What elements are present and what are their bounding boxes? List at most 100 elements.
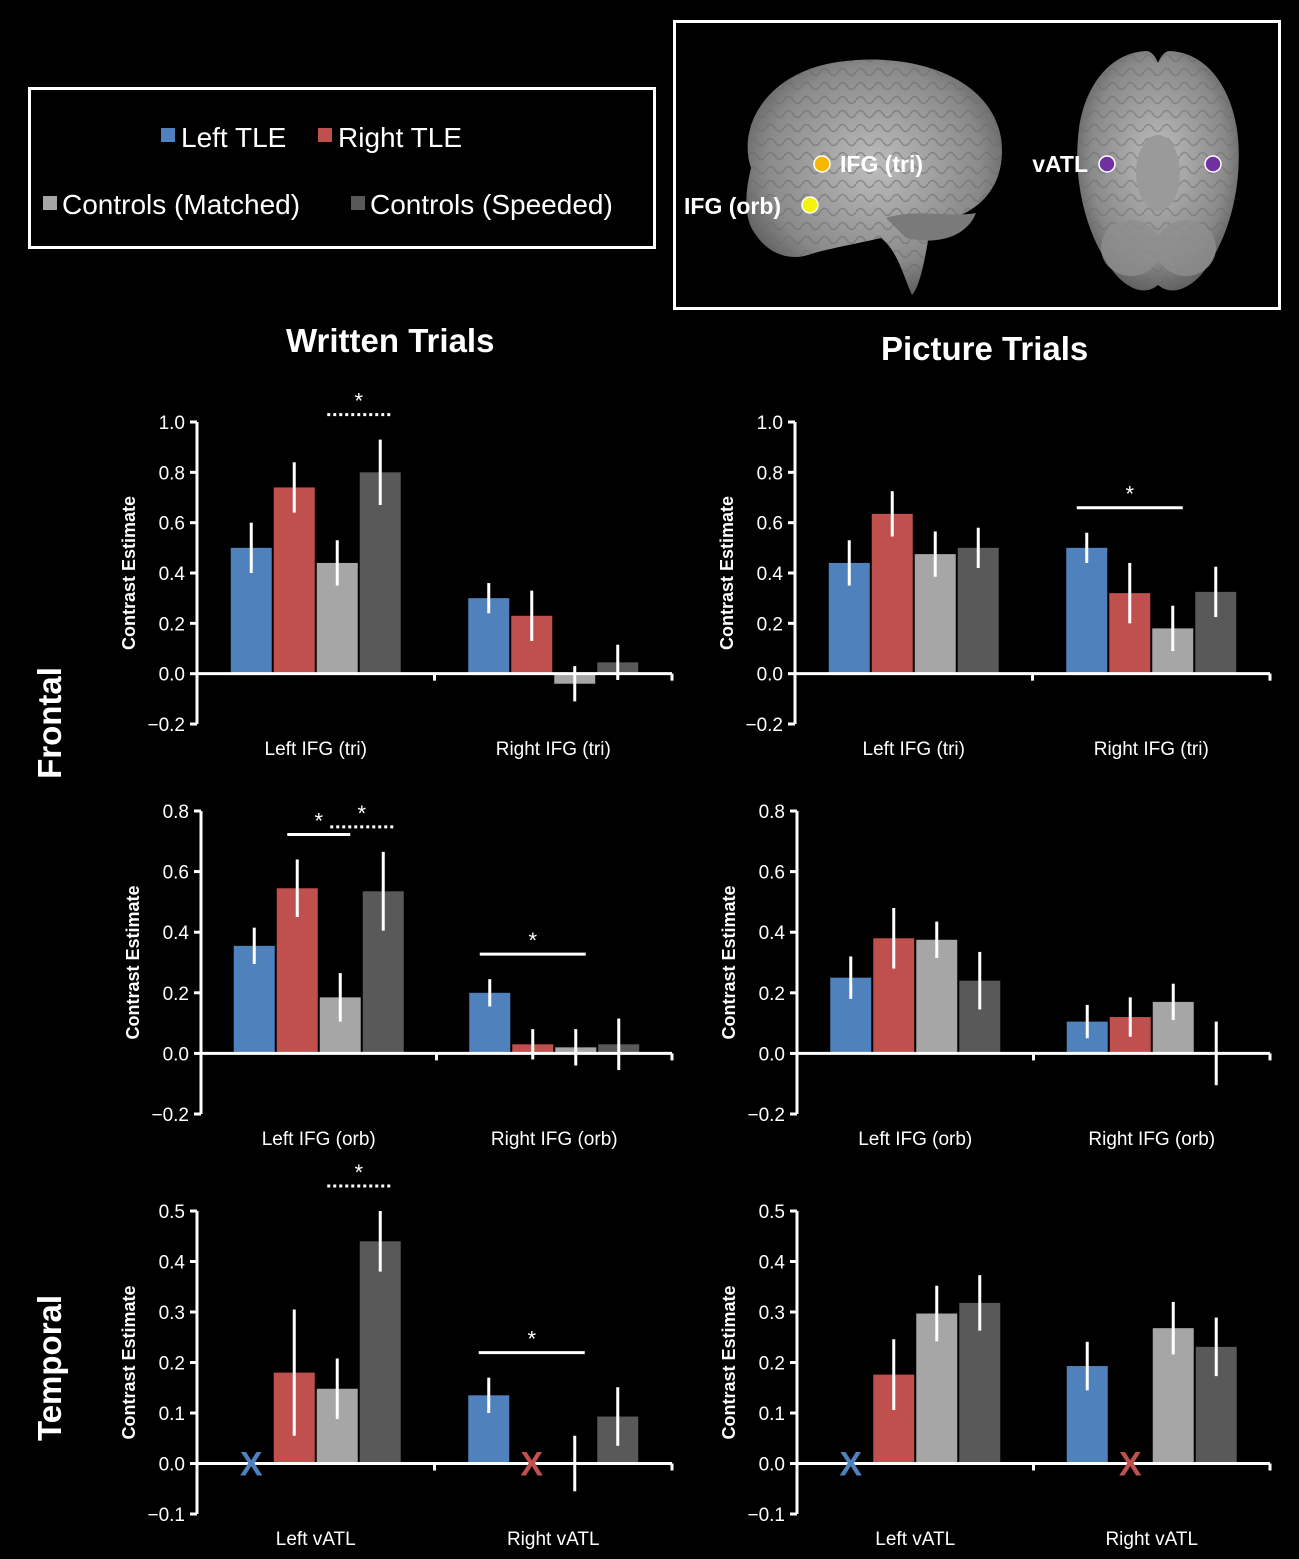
column-title-written: Written Trials (286, 322, 494, 360)
bar (1110, 1017, 1151, 1053)
y-tick-label: 0.4 (163, 923, 190, 944)
y-tick-label: 0.8 (159, 463, 185, 484)
legend-item-left-tle: Left TLE (161, 122, 286, 153)
x-category-label: Left IFG (orb) (858, 1129, 972, 1150)
y-tick-label: 1.0 (159, 413, 185, 434)
y-tick-label: 0.8 (759, 802, 785, 823)
x-category-label: Right IFG (orb) (1088, 1129, 1215, 1150)
y-tick-label: 0.4 (759, 1253, 786, 1274)
y-axis-label: Contrast Estimate (119, 1285, 139, 1439)
missing-marker: X (520, 1446, 543, 1484)
x-category-label: Right vATL (507, 1529, 600, 1550)
y-axis-label: Contrast Estimate (119, 496, 139, 650)
y-tick-label: 0.6 (163, 863, 189, 884)
bar (320, 997, 361, 1053)
bar (1109, 593, 1150, 674)
row-label-frontal: Frontal (31, 663, 69, 783)
missing-marker: X (1119, 1446, 1142, 1484)
significance-star: * (314, 808, 323, 833)
legend-swatch (351, 196, 365, 210)
y-tick-label: 0.0 (163, 1044, 189, 1065)
bar (512, 1044, 553, 1053)
legend-swatch (318, 128, 332, 142)
y-tick-label: 0.4 (159, 564, 186, 585)
legend: Left TLE Right TLE Controls (Matched) Co… (28, 87, 656, 249)
x-category-label: Right IFG (tri) (1094, 739, 1209, 760)
y-tick-label: 0.0 (159, 1455, 185, 1476)
bar (555, 1047, 596, 1053)
ifg-orb-label: IFG (orb) (684, 193, 781, 219)
bar (597, 1417, 638, 1464)
x-category-label: Right vATL (1105, 1529, 1198, 1550)
bar (1152, 628, 1193, 673)
bar (1153, 1328, 1194, 1463)
y-tick-label: 0.2 (159, 1354, 185, 1375)
y-axis-label: Contrast Estimate (719, 1285, 739, 1439)
bar (363, 891, 404, 1053)
y-tick-label: 0.0 (757, 665, 783, 686)
bar (234, 946, 275, 1054)
bar (916, 1314, 957, 1464)
y-tick-label: 0.3 (759, 1303, 785, 1324)
bar (873, 1375, 914, 1464)
missing-marker: X (240, 1446, 263, 1484)
bar (597, 662, 638, 673)
ventral-brain-image: vATL (1032, 51, 1239, 290)
bar (469, 993, 510, 1054)
significance-star: * (357, 801, 366, 826)
significance-star: * (528, 928, 537, 953)
bar (360, 1241, 401, 1463)
bar (959, 1303, 1000, 1464)
y-tick-label: 0.8 (757, 463, 783, 484)
y-tick-label: 0.5 (159, 1202, 185, 1223)
y-tick-label: 0.5 (759, 1202, 785, 1223)
bar (360, 472, 401, 673)
y-axis-label: Contrast Estimate (719, 885, 739, 1039)
bar (468, 598, 509, 674)
x-category-label: Right IFG (tri) (496, 739, 611, 760)
x-category-label: Left IFG (tri) (863, 739, 965, 760)
x-category-label: Left IFG (tri) (265, 739, 367, 760)
bar (317, 1389, 358, 1464)
y-tick-label: 0.4 (759, 923, 786, 944)
y-axis-label: Contrast Estimate (717, 496, 737, 650)
bar (1153, 1002, 1194, 1054)
significance-star: * (527, 1327, 536, 1352)
brain-inset: IFG (tri) IFG (orb) vATL (673, 20, 1281, 310)
ifg-orb-marker (802, 197, 818, 213)
y-axis-label: Contrast Estimate (123, 885, 143, 1039)
y-tick-label: 0.2 (159, 614, 185, 635)
y-tick-label: −0.1 (147, 1505, 185, 1526)
bar (1195, 592, 1236, 674)
x-category-label: Left vATL (875, 1529, 955, 1550)
y-tick-label: 0.0 (759, 1455, 785, 1476)
y-tick-label: 0.2 (163, 984, 189, 1005)
y-tick-label: 0.6 (759, 863, 785, 884)
x-category-label: Left IFG (orb) (262, 1129, 376, 1150)
bar (915, 554, 956, 674)
bar (231, 548, 272, 674)
bar (554, 674, 595, 684)
column-title-picture: Picture Trials (881, 330, 1088, 368)
vatl-label: vATL (1032, 151, 1088, 177)
y-tick-label: 0.2 (757, 614, 783, 635)
significance-star: * (354, 1160, 363, 1185)
bar (916, 940, 957, 1054)
bar (829, 563, 870, 674)
y-tick-label: 0.1 (159, 1404, 185, 1425)
bar (598, 1044, 639, 1053)
y-tick-label: 0.0 (159, 665, 185, 686)
bar (468, 1395, 509, 1463)
bar (511, 616, 552, 674)
bar (317, 563, 358, 674)
bar (872, 514, 913, 674)
legend-item-right-tle: Right TLE (318, 122, 462, 153)
bar (830, 978, 871, 1054)
y-tick-label: −0.2 (745, 715, 783, 736)
legend-swatch (43, 196, 57, 210)
lateral-brain-image: IFG (tri) IFG (orb) (684, 60, 1002, 295)
vatl-right-marker (1205, 156, 1221, 172)
legend-label: Left TLE (181, 122, 286, 153)
vatl-left-marker (1099, 156, 1115, 172)
